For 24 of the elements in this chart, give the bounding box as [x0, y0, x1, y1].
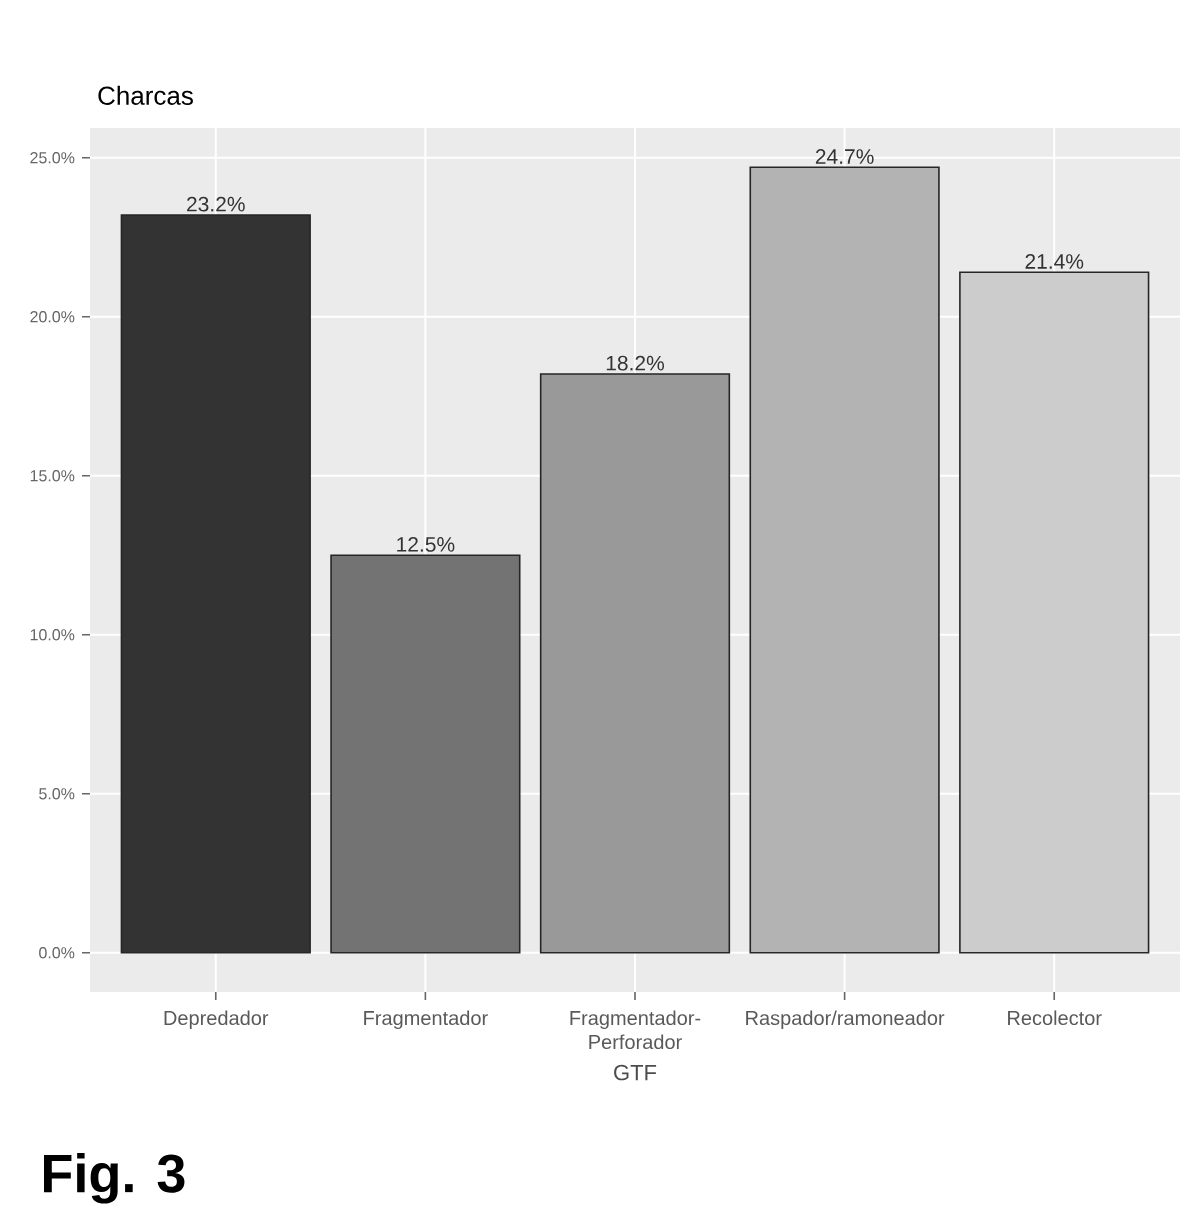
- chart-title: Charcas: [98, 85, 193, 105]
- data-label: 21.4%: [1025, 254, 1084, 269]
- x-tick-label: Depredador: [164, 1010, 269, 1030]
- y-tick-label: 25.0%: [30, 152, 75, 164]
- x-tick-label: Recolector: [1008, 1010, 1102, 1026]
- data-label: 12.5%: [397, 536, 455, 552]
- x-tick-label: Fragmentador: [364, 1010, 488, 1030]
- bar: [959, 271, 1150, 954]
- bar: [539, 373, 731, 954]
- y-tick-label: 0.0%: [39, 947, 75, 959]
- bar: [120, 214, 311, 954]
- x-axis-title: GTF: [614, 1064, 657, 1081]
- y-tick-label: 15.0%: [30, 470, 75, 482]
- bar: [749, 166, 940, 954]
- y-tick-label: 20.0%: [30, 311, 75, 323]
- bar: [330, 554, 521, 954]
- y-tick-label: 10.0%: [30, 629, 75, 641]
- data-label: 18.2%: [606, 355, 664, 371]
- data-label: 23.2%: [187, 196, 245, 212]
- x-tick-label: Fragmentador-Perforador: [570, 1010, 701, 1050]
- data-label: 24.7%: [815, 149, 874, 164]
- text: Fig. 3: [44, 1153, 185, 1204]
- x-tick-label: Raspador/ramoneador: [746, 1010, 945, 1030]
- y-tick-label: 5.0%: [39, 788, 75, 800]
